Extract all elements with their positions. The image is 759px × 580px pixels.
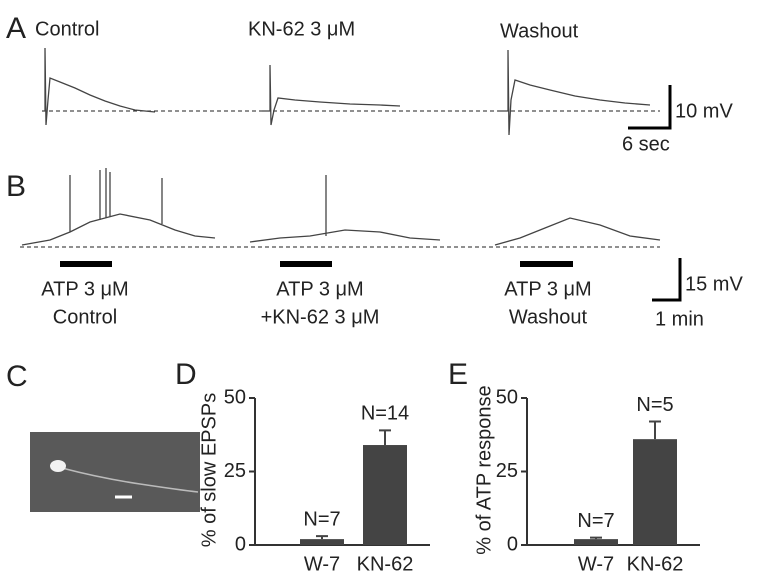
micrograph xyxy=(30,432,200,512)
condition-label: KN-62 3 μM xyxy=(248,18,355,40)
annotation: N=7 xyxy=(577,510,614,532)
panel-label: D xyxy=(175,358,197,391)
y-axis-label: % of slow EPSPs xyxy=(198,393,220,548)
y-tick-label: 50 xyxy=(496,386,518,408)
y-tick-label: 25 xyxy=(496,460,518,482)
bar xyxy=(300,539,344,545)
stimulus-label: Washout xyxy=(509,306,588,328)
panel-label: A xyxy=(6,12,26,45)
stimulus-label: ATP 3 μM xyxy=(41,278,128,300)
x-tick-label: KN-62 xyxy=(627,553,684,575)
bar xyxy=(574,539,618,545)
x-tick-label: KN-62 xyxy=(357,553,414,575)
trace xyxy=(498,49,651,136)
condition-label: Washout xyxy=(500,20,579,42)
y-axis-label: % of ATP response xyxy=(473,385,495,554)
trace xyxy=(21,168,216,246)
bar xyxy=(633,439,677,545)
scale-bar xyxy=(652,258,682,302)
error-bar xyxy=(316,535,328,540)
annotation: N=5 xyxy=(636,394,673,416)
stimulus-label: Control xyxy=(53,306,117,328)
annotation: N=14 xyxy=(361,403,409,425)
error-bar xyxy=(379,429,391,446)
trace xyxy=(494,217,661,246)
trace xyxy=(42,47,156,126)
panel-label: E xyxy=(448,358,468,391)
y-tick-label: 0 xyxy=(235,533,246,555)
x-tick-label: W-7 xyxy=(578,553,614,575)
stimulus-label: +KN-62 3 μM xyxy=(261,306,380,328)
stimulus-label: ATP 3 μM xyxy=(276,278,363,300)
scale-bar xyxy=(628,85,672,130)
annotation: N=7 xyxy=(303,508,340,530)
scale-label: 1 min xyxy=(655,308,704,330)
condition-label: Control xyxy=(35,18,99,40)
trace xyxy=(249,175,441,243)
panel-label: B xyxy=(6,170,26,203)
x-tick-label: W-7 xyxy=(304,553,340,575)
scale-label: 15 mV xyxy=(685,273,743,295)
scale-label: 6 sec xyxy=(622,133,670,155)
y-tick-label: 0 xyxy=(507,533,518,555)
y-tick-label: 50 xyxy=(224,386,246,408)
scale-label: 10 mV xyxy=(675,100,733,122)
trace xyxy=(262,64,401,126)
bar xyxy=(363,445,407,545)
panel-label: C xyxy=(6,360,28,393)
stimulus-label: ATP 3 μM xyxy=(504,278,591,300)
y-tick-label: 25 xyxy=(224,460,246,482)
error-bar xyxy=(649,420,661,440)
error-bar xyxy=(590,536,602,540)
